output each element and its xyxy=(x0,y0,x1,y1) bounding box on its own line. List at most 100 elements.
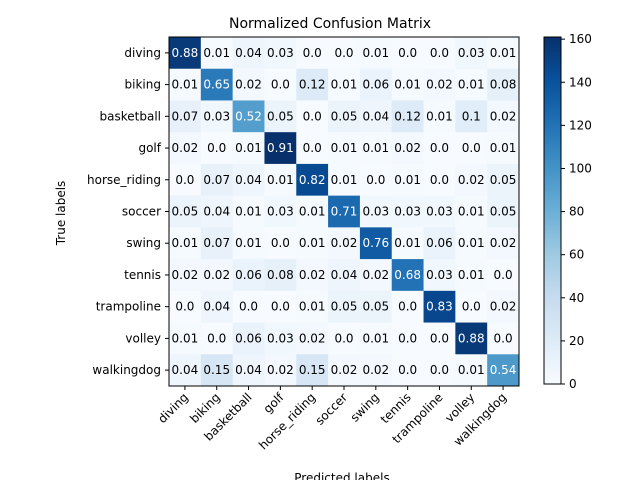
matrix-cell xyxy=(200,100,234,133)
colorbar-tick-label: 80 xyxy=(569,205,584,219)
matrix-cell xyxy=(455,37,488,70)
y-tick-label: golf xyxy=(138,141,161,155)
x-axis-label: Predicted labels xyxy=(294,471,389,480)
matrix-cell xyxy=(487,195,520,228)
matrix-cell-value: 0.0 xyxy=(398,363,417,377)
colorbar-tick-label: 120 xyxy=(569,118,592,132)
matrix-cell-value: 0.0 xyxy=(430,331,449,345)
matrix-cell xyxy=(232,163,265,197)
matrix-cell-value: 0.05 xyxy=(267,109,294,123)
matrix-cell xyxy=(296,100,329,133)
matrix-cell xyxy=(391,290,425,324)
matrix-cell-value: 0.05 xyxy=(490,173,517,187)
matrix-cell xyxy=(328,195,361,228)
matrix-cell xyxy=(391,132,425,165)
matrix-cell xyxy=(296,195,329,228)
colorbar-tick-label: 20 xyxy=(569,334,584,348)
matrix-cell-value: 0.04 xyxy=(235,46,262,60)
matrix-cell-value: 0.07 xyxy=(172,109,199,123)
matrix-cell-value: 0.82 xyxy=(299,173,326,187)
colorbar-tick-label: 140 xyxy=(569,75,592,89)
matrix-cell xyxy=(391,68,425,101)
matrix-cell xyxy=(296,259,329,292)
matrix-cell-value: 0.83 xyxy=(426,300,453,314)
colorbar-tick-label: 40 xyxy=(569,291,584,305)
matrix-cell-value: 0.15 xyxy=(299,363,326,377)
chart-title: Normalized Confusion Matrix xyxy=(229,16,431,32)
matrix-cell xyxy=(455,322,488,355)
matrix-cell xyxy=(487,37,520,70)
matrix-cell xyxy=(328,37,361,70)
matrix-cell-value: 0.0 xyxy=(303,46,322,60)
matrix-cell xyxy=(296,354,329,387)
matrix-cell xyxy=(455,132,488,165)
matrix-cell xyxy=(169,100,202,133)
matrix-cell-value: 0.0 xyxy=(175,173,194,187)
matrix-cell xyxy=(487,322,520,355)
matrix-cell xyxy=(169,37,202,70)
matrix-cell-value: 0.03 xyxy=(426,268,453,282)
matrix-cell xyxy=(200,259,234,292)
matrix-cell xyxy=(200,290,234,324)
matrix-cell-value: 0.0 xyxy=(207,141,226,155)
matrix-cell xyxy=(232,354,265,387)
matrix-cell-value: 0.01 xyxy=(394,173,421,187)
matrix-cell xyxy=(169,227,202,260)
matrix-cell-value: 0.05 xyxy=(362,300,389,314)
matrix-cell xyxy=(264,100,297,133)
matrix-cell xyxy=(487,100,520,133)
matrix-cell xyxy=(232,132,265,165)
matrix-cell-value: 0.01 xyxy=(458,236,485,250)
matrix-cell-value: 0.02 xyxy=(362,363,389,377)
matrix-cell-value: 0.07 xyxy=(203,236,230,250)
matrix-cell-value: 0.04 xyxy=(362,109,389,123)
matrix-cell xyxy=(391,259,425,292)
matrix-cell xyxy=(328,227,361,260)
matrix-cell-value: 0.01 xyxy=(172,331,199,345)
matrix-cell-value: 0.01 xyxy=(490,141,517,155)
matrix-cell-value: 0.07 xyxy=(203,173,230,187)
matrix-cell-value: 0.06 xyxy=(235,331,262,345)
matrix-cell xyxy=(391,227,425,260)
matrix-cell-value: 0.0 xyxy=(398,331,417,345)
matrix-cell-value: 0.02 xyxy=(267,363,294,377)
matrix-cell-value: 0.04 xyxy=(235,363,262,377)
matrix-cell-value: 0.12 xyxy=(394,109,421,123)
matrix-cell-value: 0.02 xyxy=(490,236,517,250)
colorbar-tick-label: 60 xyxy=(569,248,584,262)
matrix-cell xyxy=(455,259,488,292)
matrix-cell xyxy=(264,227,297,260)
matrix-cell xyxy=(264,322,297,355)
matrix-cell-value: 0.01 xyxy=(299,300,326,314)
matrix-cell xyxy=(296,290,329,324)
matrix-cell-value: 0.03 xyxy=(267,205,294,219)
matrix-cell-value: 0.03 xyxy=(362,205,389,219)
matrix-cell-value: 0.04 xyxy=(203,205,230,219)
matrix-cell-value: 0.02 xyxy=(362,268,389,282)
matrix-cell-value: 0.06 xyxy=(362,78,389,92)
matrix-cell xyxy=(391,354,425,387)
matrix-cell-value: 0.02 xyxy=(458,173,485,187)
matrix-cell-value: 0.04 xyxy=(203,300,230,314)
matrix-cell xyxy=(200,37,234,70)
matrix-cell-value: 0.0 xyxy=(494,331,513,345)
matrix-cell xyxy=(232,68,265,101)
matrix-cell-value: 0.02 xyxy=(426,78,453,92)
matrix-cell xyxy=(455,227,488,260)
matrix-cell xyxy=(423,259,456,292)
matrix-cell-value: 0.01 xyxy=(426,109,453,123)
matrix-cell-value: 0.0 xyxy=(334,331,353,345)
matrix-cell xyxy=(232,259,265,292)
matrix-cell-value: 0.01 xyxy=(331,141,358,155)
y-tick-label: walkingdog xyxy=(92,363,161,377)
y-tick-label: basketball xyxy=(100,109,161,123)
matrix-cell xyxy=(264,163,297,197)
matrix-cell-value: 0.01 xyxy=(362,46,389,60)
matrix-cell-value: 0.01 xyxy=(458,363,485,377)
y-axis-label: True labels xyxy=(54,181,68,247)
matrix-cell-value: 0.05 xyxy=(490,205,517,219)
matrix-cell-value: 0.0 xyxy=(271,300,290,314)
matrix-cell-value: 0.01 xyxy=(235,205,262,219)
matrix-cell xyxy=(391,37,425,70)
matrix-cell-value: 0.01 xyxy=(299,205,326,219)
